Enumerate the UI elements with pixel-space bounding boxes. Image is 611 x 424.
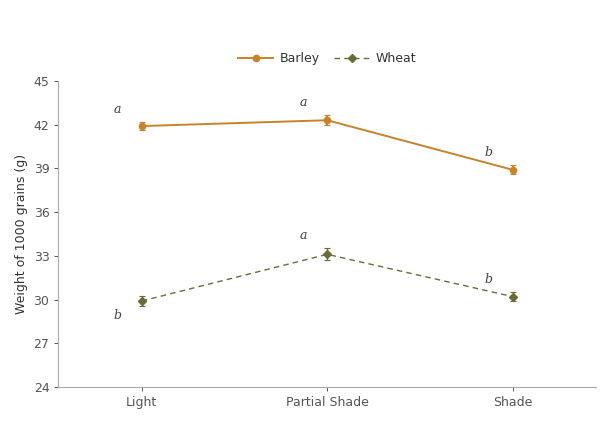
Text: a: a [114,103,122,116]
Text: b: b [485,146,492,159]
Text: a: a [299,95,307,109]
Text: b: b [114,309,122,322]
Text: a: a [299,229,307,242]
Legend: Barley, Wheat: Barley, Wheat [233,47,422,70]
Text: b: b [485,273,492,286]
Y-axis label: Weight of 1000 grains (g): Weight of 1000 grains (g) [15,154,28,314]
